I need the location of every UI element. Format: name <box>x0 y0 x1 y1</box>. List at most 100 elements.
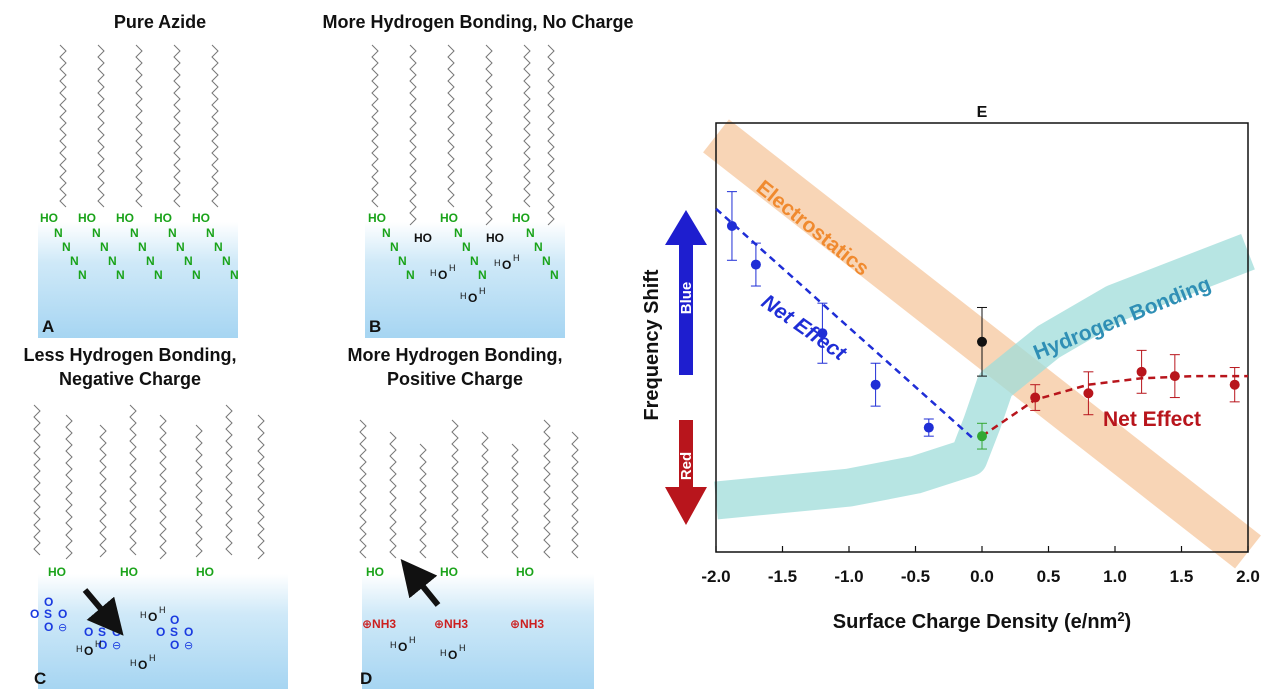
azide-nitrogen-label: N <box>206 226 215 240</box>
alkyl-chain <box>212 45 218 207</box>
azide-nitrogen-label: N <box>230 268 239 282</box>
chart-panel-letter: E <box>977 104 988 121</box>
azide-nitrogen-label: N <box>214 240 223 254</box>
sulfonate-oxygen-label: O <box>170 638 179 652</box>
alkyl-chain <box>60 45 66 207</box>
sulfonate-oxygen-label: O <box>156 625 165 639</box>
alkyl-chain <box>524 45 530 207</box>
azide-nitrogen-label: N <box>542 254 551 268</box>
data-point <box>727 221 737 231</box>
water-hydrogen-label: H <box>95 639 102 649</box>
alkyl-chain <box>512 444 518 558</box>
alkyl-chain <box>390 432 396 558</box>
water-oxygen-label: O <box>84 644 93 658</box>
hydroxyl-label: HO <box>368 211 386 225</box>
azide-nitrogen-label: N <box>526 226 535 240</box>
panel-d-water <box>362 574 594 689</box>
panel-b-letter: B <box>369 317 381 336</box>
hydroxyl-label: HO <box>120 565 138 579</box>
net-effect-blue-label: Net Effect <box>757 290 851 365</box>
azide-nitrogen-label: N <box>116 268 125 282</box>
x-tick-label: -1.0 <box>834 567 863 586</box>
ammonium-label: ⊕NH3 <box>434 617 468 631</box>
hydroxyl-label: HO <box>512 211 530 225</box>
azide-nitrogen-label: N <box>70 254 79 268</box>
negative-charge-label: ⊖ <box>58 622 67 634</box>
water-hydrogen-label: H <box>409 635 416 645</box>
water-oxygen-label: O <box>468 291 477 305</box>
azide-nitrogen-label: N <box>462 240 471 254</box>
alkyl-chain <box>372 45 378 207</box>
y-axis-label: Frequency Shift <box>641 269 663 420</box>
alkyl-chain <box>226 405 232 555</box>
alkyl-chain <box>160 415 166 559</box>
hydroxyl-label: HO <box>366 565 384 579</box>
x-tick-label: 2.0 <box>1236 567 1260 586</box>
alkyl-chain <box>452 420 458 558</box>
hydroxyl-label: HO <box>196 565 214 579</box>
alkyl-chain <box>130 405 136 555</box>
hydroxyl-label: HO <box>440 565 458 579</box>
panel-d-letter: D <box>360 669 372 688</box>
negative-charge-label: ⊖ <box>184 640 193 652</box>
water-hydrogen-label: H <box>494 258 501 268</box>
sulfonate-oxygen-label: O <box>112 625 121 639</box>
x-tick-label: 0.5 <box>1037 567 1061 586</box>
hydroxyl-label: HO <box>48 565 66 579</box>
ammonium-label: ⊕NH3 <box>510 617 544 631</box>
azide-nitrogen-label: N <box>192 268 201 282</box>
alkyl-chain <box>360 420 366 558</box>
sulfonate-oxygen-label: O <box>44 620 53 634</box>
water-hydrogen-label: H <box>130 658 137 668</box>
sulfonate-oxygen-label: O <box>58 607 67 621</box>
hydroxyl-label: HO <box>414 231 432 245</box>
x-tick-label: 1.0 <box>1103 567 1127 586</box>
x-tick-label: 1.5 <box>1170 567 1194 586</box>
x-tick-label: -1.5 <box>768 567 797 586</box>
azide-nitrogen-label: N <box>454 226 463 240</box>
azide-nitrogen-label: N <box>382 226 391 240</box>
azide-nitrogen-label: N <box>154 268 163 282</box>
blue-arrow-label: Blue <box>678 282 695 315</box>
panel-c-letter: C <box>34 669 46 688</box>
azide-nitrogen-label: N <box>100 240 109 254</box>
azide-nitrogen-label: N <box>138 240 147 254</box>
x-tick-label: -0.5 <box>901 567 930 586</box>
azide-nitrogen-label: N <box>54 226 63 240</box>
negative-charge-label: ⊖ <box>112 640 121 652</box>
alkyl-chain <box>98 45 104 207</box>
water-hydrogen-label: H <box>159 605 166 615</box>
water-hydrogen-label: H <box>460 291 467 301</box>
data-point <box>1230 380 1240 390</box>
azide-nitrogen-label: N <box>184 254 193 268</box>
data-point <box>924 423 934 433</box>
alkyl-chain <box>486 45 492 225</box>
azide-nitrogen-label: N <box>108 254 117 268</box>
panel-a-letter: A <box>42 317 54 336</box>
alkyl-chain <box>258 415 264 559</box>
sulfonate-sulfur-label: S <box>44 607 52 621</box>
azide-nitrogen-label: N <box>470 254 479 268</box>
water-hydrogen-label: H <box>479 286 486 296</box>
water-oxygen-label: O <box>398 640 407 654</box>
alkyl-chain <box>66 415 72 559</box>
water-oxygen-label: O <box>448 648 457 662</box>
water-oxygen-label: O <box>502 258 511 272</box>
data-point <box>1083 388 1093 398</box>
sulfonate-sulfur-label: S <box>98 625 106 639</box>
water-hydrogen-label: H <box>513 253 520 263</box>
data-point <box>751 260 761 270</box>
alkyl-chain <box>100 425 106 557</box>
azide-nitrogen-label: N <box>92 226 101 240</box>
water-hydrogen-label: H <box>140 610 147 620</box>
azide-nitrogen-label: N <box>550 268 559 282</box>
red-arrow-label: Red <box>678 452 695 480</box>
data-point <box>977 337 987 347</box>
alkyl-chain <box>420 444 426 558</box>
data-point <box>1170 371 1180 381</box>
hydroxyl-label: HO <box>116 211 134 225</box>
azide-nitrogen-label: N <box>176 240 185 254</box>
net-effect-red-label: Net Effect <box>1103 408 1201 431</box>
hydroxyl-label: HO <box>78 211 96 225</box>
